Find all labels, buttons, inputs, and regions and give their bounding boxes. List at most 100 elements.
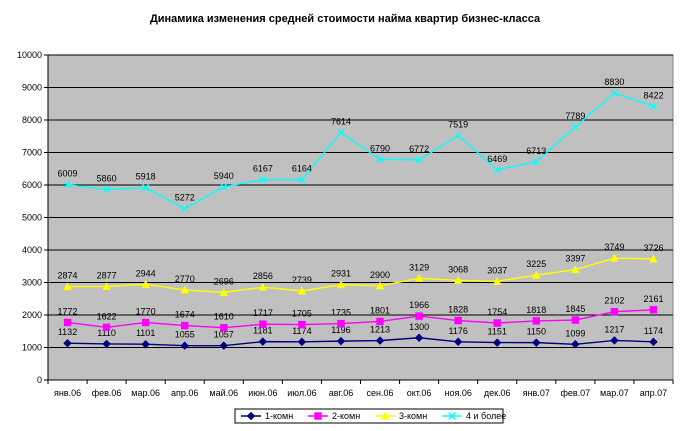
series-1-point bbox=[649, 337, 658, 347]
x-tick-label: мар.07 bbox=[600, 388, 629, 398]
x-tick-label: мар.06 bbox=[131, 388, 160, 398]
series-2-data-label: 1610 bbox=[214, 312, 234, 322]
series-1-line bbox=[67, 337, 654, 347]
legend-label: 4 и более bbox=[466, 411, 506, 421]
series-3-point bbox=[258, 282, 268, 291]
series-4-data-label: 5860 bbox=[97, 174, 117, 184]
series-1-data-label: 1174 bbox=[644, 326, 663, 336]
series-1-point bbox=[414, 333, 424, 342]
series-4-point bbox=[454, 131, 462, 140]
legend-swatch-marker-stroke bbox=[448, 412, 456, 420]
series-1-data-label: 1181 bbox=[253, 326, 272, 336]
series-4-point-stroke bbox=[259, 175, 267, 184]
series-1-point bbox=[532, 338, 541, 347]
series-1-point bbox=[492, 338, 502, 347]
legend-swatch-marker bbox=[246, 411, 256, 421]
series-2-point bbox=[141, 318, 150, 327]
series-4-point bbox=[415, 156, 423, 164]
series-1-point bbox=[180, 341, 189, 350]
series-4-data-label: 6713 bbox=[526, 146, 546, 156]
series-3-data-label: 2900 bbox=[370, 270, 390, 280]
series-2-data-label: 1735 bbox=[331, 308, 351, 318]
series-4-data-label: 5272 bbox=[175, 193, 195, 203]
x-tick-label: фев.07 bbox=[560, 388, 590, 398]
legend-swatch-marker bbox=[314, 412, 322, 420]
series-1-point bbox=[375, 336, 385, 345]
series-2-point bbox=[220, 323, 228, 332]
series-1-data-label: 1176 bbox=[448, 326, 467, 336]
x-tick-label: апр.07 bbox=[640, 388, 667, 398]
series-3-point bbox=[102, 282, 111, 290]
series-4-point-stroke bbox=[63, 181, 72, 189]
series-2-data-label: 2161 bbox=[643, 294, 663, 304]
x-tick-label: фев.06 bbox=[92, 388, 122, 398]
series-3-point bbox=[649, 254, 658, 263]
x-tick-label: янв.07 bbox=[523, 388, 550, 398]
plot-area: 0 1000 2000 3000 4000 5000 6000 7000 8000 9000 100… bbox=[17, 50, 674, 398]
y-tick-label: 1000 bbox=[22, 343, 42, 353]
series-4-data-label: 7614 bbox=[331, 117, 351, 127]
series-4-point-stroke bbox=[141, 183, 150, 192]
series-1-data-label: 1057 bbox=[214, 330, 234, 340]
series-1-data-label: 1055 bbox=[175, 330, 195, 340]
x-tick-label: сен.06 bbox=[367, 388, 394, 398]
series-3-point bbox=[610, 253, 619, 262]
series-4-point-stroke bbox=[298, 175, 306, 184]
series-2-point bbox=[415, 312, 423, 320]
series-4-point-stroke bbox=[102, 185, 111, 194]
series-4-point-stroke bbox=[649, 102, 658, 110]
series-3-data-label: 3129 bbox=[409, 262, 429, 272]
series-2-point bbox=[649, 306, 658, 314]
series-4-point-stroke bbox=[220, 183, 228, 191]
y-tick-label: 5000 bbox=[22, 213, 42, 223]
series-4-point bbox=[181, 204, 189, 213]
series-1-point bbox=[63, 338, 72, 348]
series-2-data-label: 1754 bbox=[487, 307, 507, 317]
legend-swatch-marker bbox=[448, 412, 456, 420]
series-4-point bbox=[141, 183, 150, 192]
series-3-data-label: 2770 bbox=[175, 274, 195, 284]
series-2-point bbox=[102, 323, 111, 331]
series-4-point-stroke bbox=[181, 204, 189, 213]
series-1-data-label: 1132 bbox=[58, 327, 77, 337]
y-tick-label: 6000 bbox=[22, 180, 42, 190]
series-1-point bbox=[102, 339, 111, 349]
series-3-data-label: 3397 bbox=[565, 254, 585, 264]
y-tick-label: 3000 bbox=[22, 278, 42, 288]
series-4-point bbox=[220, 183, 228, 191]
series-4-point-stroke bbox=[571, 123, 580, 131]
x-tick-label: май.06 bbox=[209, 388, 238, 398]
series-1-data-label: 1213 bbox=[370, 325, 390, 335]
series-4-data-label: 8422 bbox=[643, 90, 663, 100]
series-4-data-label: 5940 bbox=[214, 171, 234, 181]
y-tick-label: 2000 bbox=[22, 310, 42, 320]
series-3-point bbox=[453, 275, 463, 284]
series-1-data-label: 1174 bbox=[292, 326, 311, 336]
series-1-data-label: 1150 bbox=[527, 327, 546, 337]
legend-box bbox=[234, 408, 504, 424]
series-4-point bbox=[532, 158, 540, 166]
series-2-data-label: 1674 bbox=[175, 310, 195, 320]
series-2-point bbox=[259, 320, 267, 328]
series-2-point bbox=[493, 319, 501, 327]
x-tick-label: авг.06 bbox=[329, 388, 353, 398]
series-1-point bbox=[610, 336, 619, 345]
series-2-data-label: 1772 bbox=[58, 306, 78, 316]
series-4-data-label: 6009 bbox=[58, 169, 78, 179]
series-1-data-label: 1099 bbox=[565, 328, 585, 338]
series-3-point bbox=[571, 265, 580, 274]
series-4-point-stroke bbox=[415, 156, 423, 164]
series-1-point bbox=[336, 336, 346, 346]
series-4-point bbox=[298, 175, 306, 184]
series-1-data-label: 1101 bbox=[136, 328, 155, 338]
series-3-point bbox=[180, 285, 189, 294]
series-1-data-label: 1151 bbox=[488, 327, 507, 337]
legend-label: 1-комн bbox=[265, 411, 293, 421]
legend-label: 3-комн bbox=[399, 411, 427, 421]
series-4-data-label: 7789 bbox=[565, 111, 585, 121]
series-2-point bbox=[454, 316, 462, 325]
x-tick-label: июл.06 bbox=[287, 388, 316, 398]
series-4-point bbox=[376, 155, 384, 164]
